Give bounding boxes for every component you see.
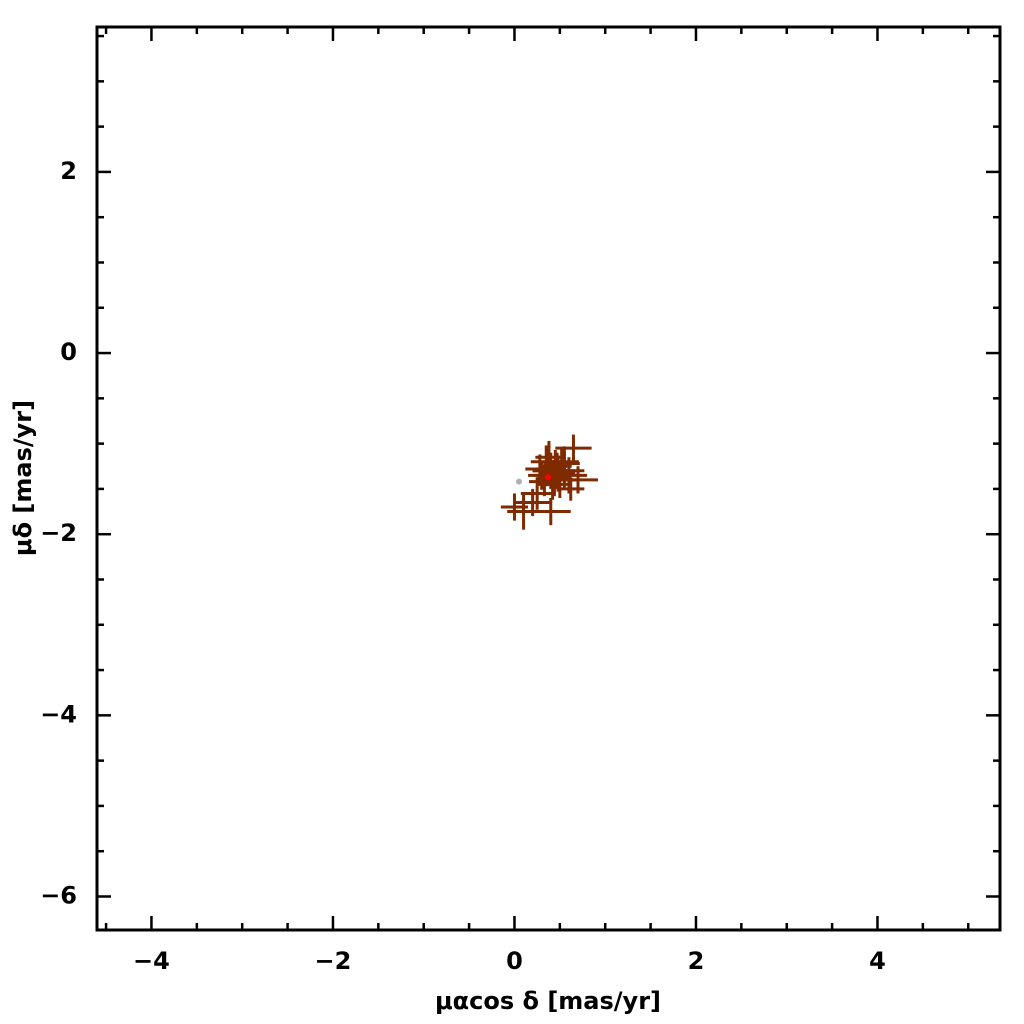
point — [545, 474, 552, 481]
x-tick-label: 2 — [688, 947, 705, 975]
plot-frame — [95, 25, 1002, 932]
y-tick-label: −4 — [40, 700, 77, 728]
y-axis-label: μδ [mas/yr] — [9, 400, 37, 556]
x-axis-label: μαcos δ [mas/yr] — [435, 987, 661, 1015]
y-tick-label: 2 — [60, 157, 77, 185]
x-tick-label: −2 — [315, 947, 352, 975]
y-tick-label: −2 — [40, 519, 77, 547]
y-tick-label: −6 — [40, 881, 77, 909]
x-tick-label: 4 — [869, 947, 886, 975]
x-tick-label: 0 — [506, 947, 523, 975]
point — [516, 478, 523, 485]
y-tick-label: 0 — [60, 338, 77, 366]
x-tick-label: −4 — [133, 947, 170, 975]
